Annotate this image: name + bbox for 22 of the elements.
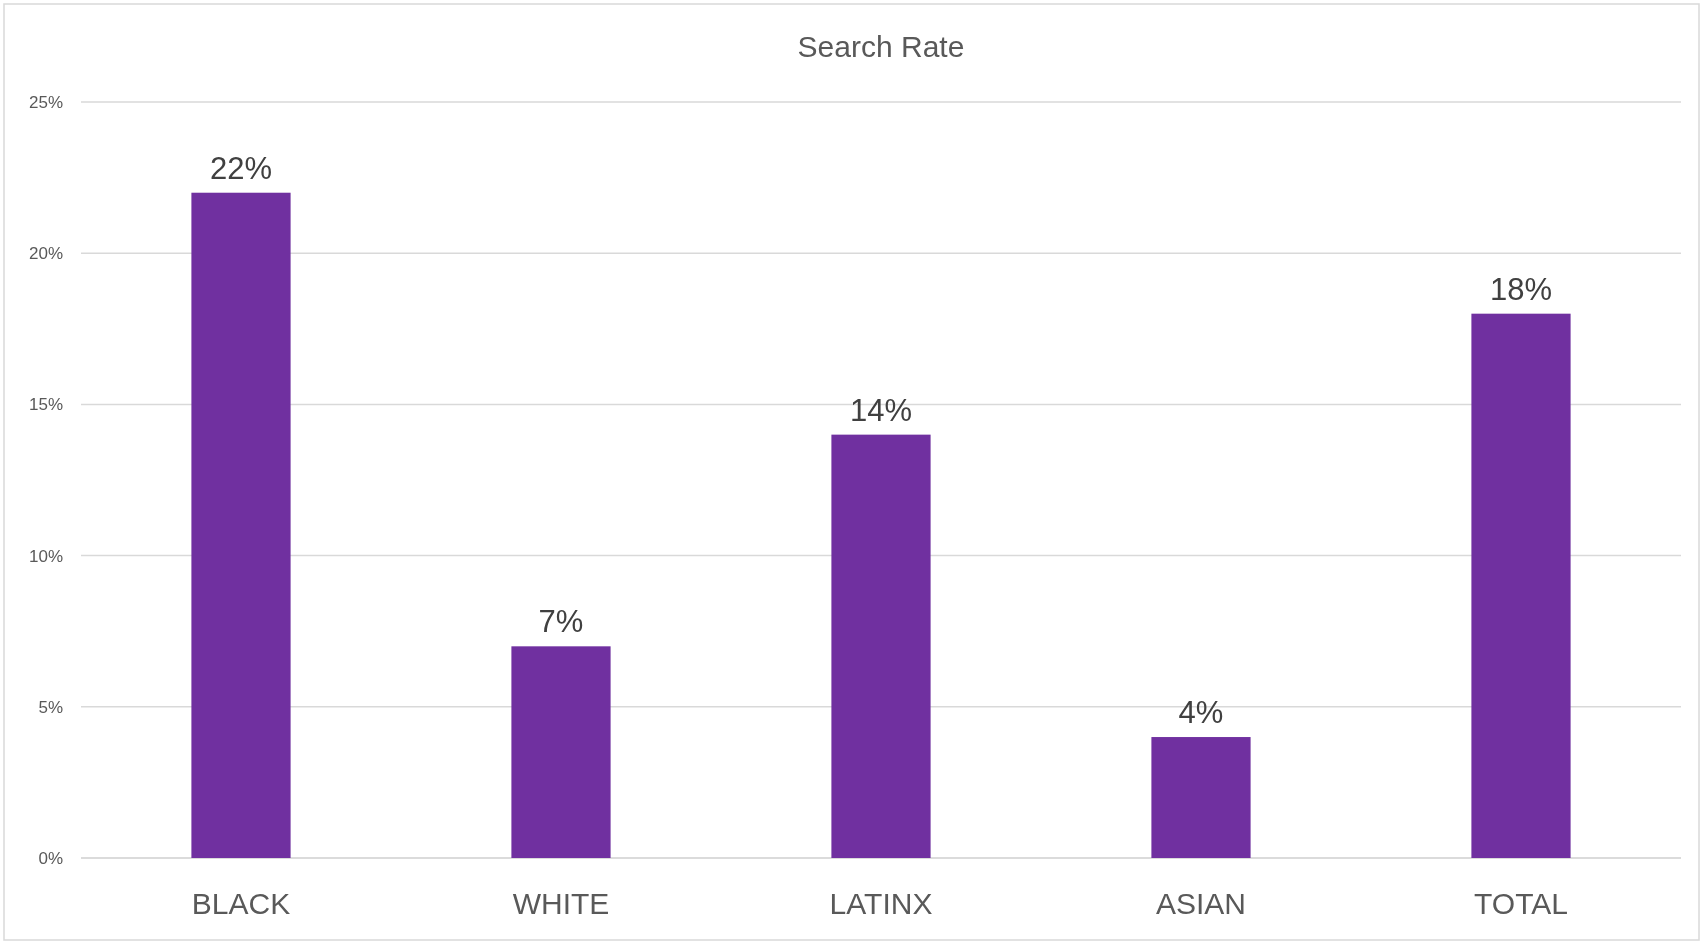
x-tick-label: ASIAN [1155, 887, 1247, 920]
chart-title: Search Rate [797, 30, 965, 63]
y-tick-label: 10% [28, 546, 63, 566]
data-label: 4% [1178, 695, 1224, 731]
bar [1151, 737, 1251, 858]
data-label: 14% [849, 392, 913, 428]
y-tick-label: 25% [28, 92, 63, 112]
x-tick-label: WHITE [512, 887, 610, 920]
x-tick-label: BLACK [191, 887, 291, 920]
bar [511, 646, 611, 858]
y-tick-label: 20% [28, 244, 63, 264]
x-tick-label: LATINX [829, 887, 933, 920]
data-label: 7% [538, 604, 584, 640]
bar [831, 434, 931, 858]
data-label: 18% [1489, 271, 1553, 307]
bar [191, 192, 291, 858]
x-tick-label: TOTAL [1474, 887, 1568, 920]
data-label: 22% [209, 150, 273, 186]
y-tick-label: 0% [38, 848, 63, 868]
bar [1471, 313, 1571, 858]
y-tick-label: 5% [38, 697, 63, 717]
y-tick-label: 15% [28, 395, 63, 415]
